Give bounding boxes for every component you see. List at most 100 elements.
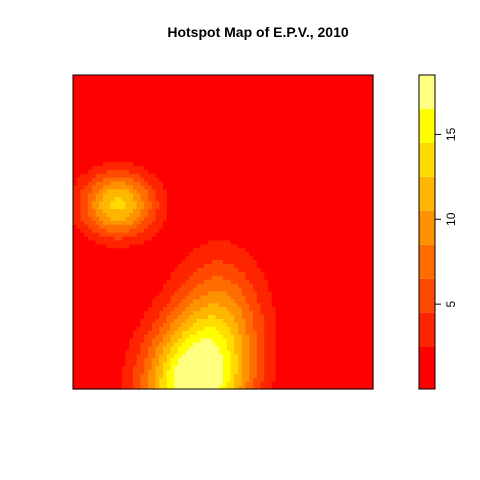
heatmap-cell [159,188,164,194]
heatmap-cell [245,247,250,253]
heatmap-cell [286,334,292,339]
heatmap-cell [260,314,265,319]
heatmap-cell [73,271,78,276]
heatmap-cell [354,306,359,312]
heatmap-cell [316,298,322,304]
heatmap-cell [208,381,213,386]
heatmap-cell [320,165,325,170]
heatmap-cell [103,290,108,296]
heatmap-cell [358,259,363,264]
heatmap-cell [298,286,303,292]
heatmap-cell [136,330,142,335]
heatmap-cell [163,212,168,217]
heatmap-cell [103,177,108,182]
heatmap-cell [88,216,93,221]
heatmap-cell [99,184,104,190]
heatmap-cell [129,220,134,225]
heatmap-cell [324,153,329,159]
heatmap-cell [114,365,119,370]
heatmap-cell [335,220,340,225]
heatmap-cell [313,165,318,170]
heatmap-cell [114,361,119,367]
heatmap-cell [178,200,183,206]
heatmap-cell [76,216,82,221]
heatmap-cell [144,184,149,190]
heatmap-cell [95,255,100,261]
heatmap-cell [106,385,112,390]
heatmap-cell [106,149,112,155]
heatmap-cell [226,247,232,253]
heatmap-cell [159,204,164,210]
heatmap-cell [84,345,89,351]
heatmap-cell [148,216,153,221]
heatmap-cell [125,365,130,370]
heatmap-cell [365,345,370,351]
heatmap-cell [204,341,209,347]
heatmap-cell [170,259,175,264]
heatmap-cell [144,255,149,261]
heatmap-cell [358,232,363,237]
heatmap-cell [73,232,78,237]
heatmap-cell [133,263,138,268]
heatmap-cell [103,161,108,166]
heatmap-cell [271,216,277,221]
heatmap-cell [88,232,93,237]
heatmap-cell [245,220,250,225]
heatmap-cell [339,212,344,217]
heatmap-cell [301,310,307,316]
heatmap-cell [226,286,232,292]
heatmap-cell [125,361,130,367]
heatmap-cell [76,173,82,178]
heatmap-cell [106,216,112,221]
heatmap-cell [163,353,168,359]
heatmap-cell [144,271,149,276]
heatmap-cell [361,337,367,343]
heatmap-cell [241,212,247,217]
heatmap-cell [163,263,168,268]
heatmap-cell [99,286,104,292]
heatmap-cell [298,224,303,229]
heatmap-cell [245,361,250,367]
heatmap-cell [365,177,370,182]
heatmap-cell [215,357,220,363]
heatmap-cell [103,318,108,323]
heatmap-cell [181,196,187,202]
heatmap-cell [121,177,127,182]
heatmap-cell [331,173,337,178]
heatmap-cell [118,345,123,351]
heatmap-cell [313,200,318,206]
heatmap-cell [271,353,277,359]
heatmap-cell [110,153,115,159]
heatmap-cell [118,294,123,300]
heatmap-cell [144,294,149,300]
heatmap-cell [358,196,363,202]
heatmap-cell [133,220,138,225]
heatmap-cell [185,188,190,194]
heatmap-cell [253,161,258,166]
heatmap-cell [84,220,89,225]
heatmap-cell [193,314,198,319]
heatmap-cell [260,334,265,339]
heatmap-cell [95,361,100,367]
heatmap-cell [174,302,179,308]
heatmap-cell [294,290,299,296]
heatmap-cell [84,283,89,288]
heatmap-cell [343,381,348,386]
heatmap-cell [106,337,112,343]
heatmap-cell [230,361,235,367]
heatmap-cell [275,188,280,194]
heatmap-cell [335,153,340,159]
heatmap-cell [358,224,363,229]
heatmap-cell [118,177,123,182]
heatmap-cell [305,169,310,174]
heatmap-cell [331,290,337,296]
heatmap-cell [350,349,355,355]
heatmap-cell [350,318,355,323]
heatmap-cell [95,302,100,308]
heatmap-cell [106,314,112,319]
heatmap-cell [200,275,205,280]
heatmap-cell [219,341,224,347]
heatmap-cell [159,157,164,162]
heatmap-cell [268,235,273,241]
heatmap-cell [286,228,292,233]
